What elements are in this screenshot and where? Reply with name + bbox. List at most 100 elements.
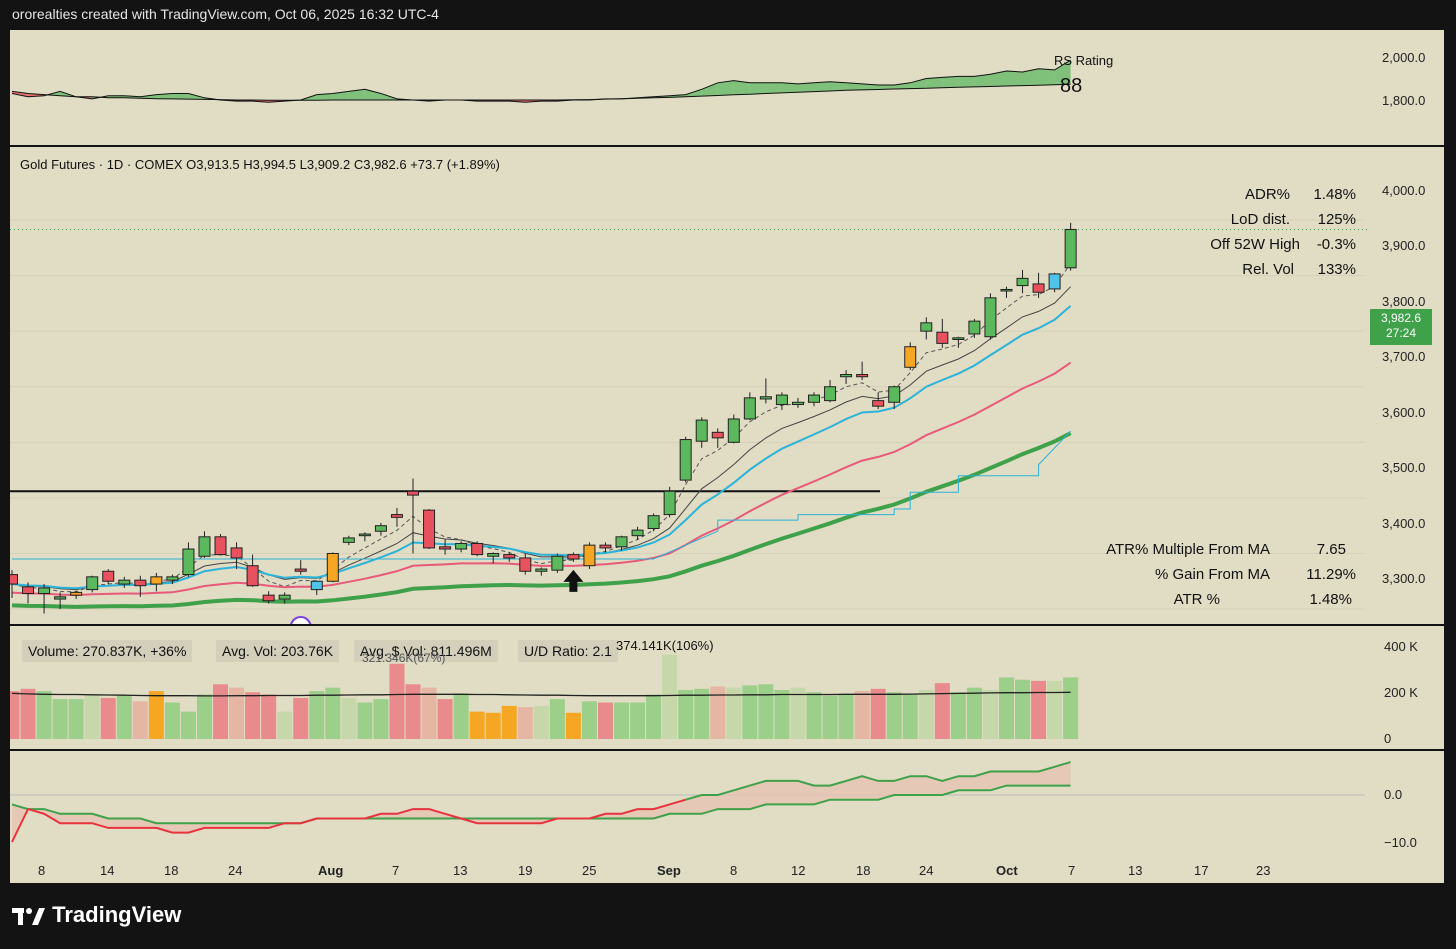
pane-separator[interactable] — [10, 749, 1444, 751]
chart-frame: RS Rating 88 2,000.0 1,800.0 → Gold Futu… — [10, 30, 1444, 883]
volume-bar — [341, 697, 357, 739]
x-label: 13 — [1128, 863, 1143, 878]
candle-body — [326, 552, 339, 582]
x-label: 13 — [453, 863, 468, 878]
volume-bar — [630, 702, 646, 739]
rs-fill-segment — [332, 91, 349, 100]
volume-pane[interactable]: Volume: 270.837K, +36% Avg. Vol: 203.76K… — [10, 626, 1444, 749]
x-label: 7 — [1068, 863, 1076, 878]
volume-bar — [164, 702, 180, 739]
price-tick-3300: 3,300.0 — [1382, 571, 1426, 586]
rs-baseline — [11, 83, 1071, 101]
stat-value-atr-pct: 1.48% — [1309, 591, 1352, 608]
candle-body — [775, 394, 788, 406]
x-label: 19 — [518, 863, 533, 878]
x-label: Oct — [996, 863, 1018, 878]
price-tick-3900: 3,900.0 — [1382, 238, 1426, 253]
volume-bar — [20, 688, 36, 739]
candle-body — [551, 555, 564, 571]
volume-peak-label: 374.141K(106%) — [616, 638, 714, 653]
stat-value-atr-multiple: 7.65 — [1316, 541, 1346, 558]
rs-rating-pane[interactable]: RS Rating 88 2,000.0 1,800.0 — [10, 30, 1444, 145]
volume-bar — [710, 686, 726, 739]
candle-body — [262, 594, 275, 602]
x-label: Sep — [657, 863, 681, 878]
volume-secondary-label: 321.346K(67%) — [362, 651, 446, 665]
rs-fill-segment — [798, 82, 814, 93]
volume-bar — [790, 687, 806, 739]
volume-bar — [565, 712, 581, 739]
sma-long-line — [11, 431, 1072, 609]
candle-body — [936, 331, 949, 344]
vol-tick-400k: 400 K — [1384, 639, 1418, 654]
rs-fill-segment — [862, 83, 879, 90]
volume-bar — [918, 689, 934, 739]
price-pane[interactable]: → Gold Futures · 1D · COMEX O3,913.5 H3,… — [10, 147, 1444, 624]
price-chart: → — [10, 219, 1368, 624]
x-axis[interactable]: 8 14 18 24 Aug 7 13 19 25 Sep 8 12 18 24… — [10, 853, 1444, 883]
volume-bar — [277, 711, 293, 739]
vol-tick-0: 0 — [1384, 731, 1392, 746]
candle-body — [920, 322, 933, 332]
candle-body — [1000, 288, 1013, 292]
rs-fill-segment — [701, 82, 718, 97]
candle-body — [134, 579, 147, 587]
rs-fill-segment — [733, 80, 750, 95]
price-tick-3600: 3,600.0 — [1382, 405, 1426, 420]
stat-label-adr: ADR% — [1244, 186, 1290, 203]
candle-body — [423, 509, 436, 549]
volume-bar — [132, 701, 148, 739]
volume-bar — [774, 689, 790, 739]
x-label: 18 — [164, 863, 179, 878]
candle-body — [872, 400, 885, 407]
tradingview-logo-icon — [12, 908, 45, 926]
trailing-stop-line — [12, 430, 1071, 560]
volume-bar — [902, 694, 918, 739]
rs-fill-segment — [765, 82, 782, 94]
candle-body — [70, 591, 83, 596]
chart-caption: ororealties created with TradingView.com… — [12, 6, 439, 22]
candle-body — [22, 586, 35, 594]
volume-bar — [517, 707, 533, 739]
rs-fill-segment — [1006, 71, 1023, 86]
stat-label-relvol: Rel. Vol — [1242, 261, 1294, 278]
price-legend: Gold Futures · 1D · COMEX O3,913.5 H3,99… — [20, 157, 500, 172]
pane-separator[interactable] — [10, 145, 1444, 147]
volume-bar — [52, 699, 68, 739]
volume-bar — [646, 694, 662, 739]
x-label: 24 — [919, 863, 934, 878]
candle-body — [1032, 283, 1045, 293]
candle-body — [10, 574, 18, 585]
last-price-value: 3,982.6 — [1380, 311, 1422, 325]
candle-body — [118, 579, 131, 585]
avg-dollar-volume-box: Avg. $ Vol: 811.496M — [354, 640, 498, 662]
pane-separator[interactable] — [10, 624, 1444, 626]
volume-bar — [469, 711, 485, 739]
osc-signal-line — [11, 784, 1071, 825]
x-label: 14 — [100, 863, 115, 878]
volume-bar — [180, 711, 196, 739]
candle-body — [439, 546, 452, 550]
volume-bar — [309, 691, 325, 739]
x-label: 7 — [392, 863, 400, 878]
rs-fill-segment — [316, 93, 333, 101]
candle-body — [759, 396, 772, 400]
volume-bar — [886, 692, 902, 739]
candle-body — [599, 544, 612, 549]
candle-body — [727, 418, 740, 443]
candle-body — [984, 297, 997, 338]
candle-body — [968, 320, 981, 335]
volume-bar — [742, 685, 758, 739]
volume-bar — [597, 702, 613, 739]
x-label: 23 — [1256, 863, 1271, 878]
volume-bar — [229, 687, 245, 739]
volume-bar — [614, 702, 630, 739]
volume-average-line — [11, 691, 1071, 697]
tradingview-brand[interactable]: TradingView — [12, 902, 181, 928]
volume-bar — [870, 688, 886, 739]
rs-fill-segment — [156, 93, 173, 99]
rs-fill-segment — [749, 82, 766, 95]
volume-bar — [373, 699, 389, 739]
rs-fill-segment — [958, 76, 975, 88]
oscillator-pane[interactable]: 0.0 −10.0 — [10, 751, 1444, 853]
